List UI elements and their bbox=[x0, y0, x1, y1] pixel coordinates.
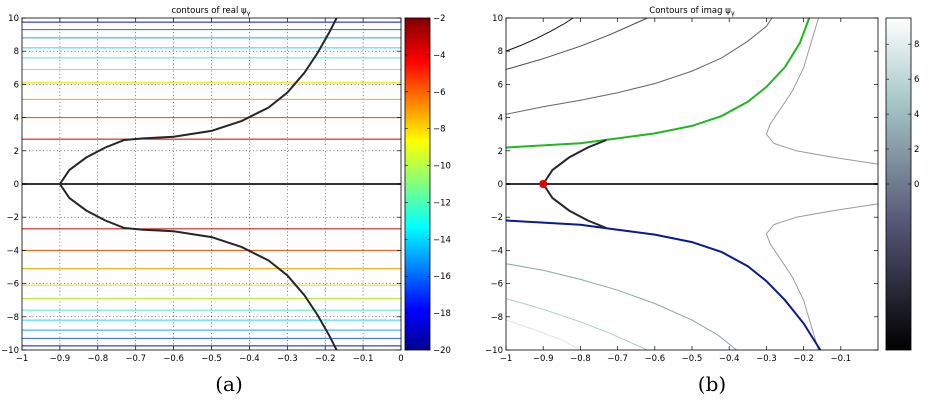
b-ytick-label: −10 bbox=[485, 346, 503, 356]
a-ytick-label: −8 bbox=[6, 313, 19, 323]
b-contour-line bbox=[506, 18, 773, 115]
b-contour-line bbox=[765, 203, 878, 350]
a-ytick-label: 6 bbox=[14, 80, 19, 90]
b-xtick-label: −0.7 bbox=[607, 354, 628, 364]
a-cbar-label: −8 bbox=[433, 125, 446, 135]
a-path-upper bbox=[59, 18, 338, 185]
b-ytick-label: 6 bbox=[498, 80, 503, 90]
b-ytick-label: −8 bbox=[490, 313, 503, 323]
panel-a-title: contours of real ψγ bbox=[172, 6, 251, 17]
b-xtick-label: −0.8 bbox=[570, 354, 591, 364]
a-xtick-label: −0.8 bbox=[87, 354, 108, 364]
b-xtick-label: −0.5 bbox=[682, 354, 703, 364]
a-ytick-label: 10 bbox=[8, 14, 19, 24]
b-ytick-label: 8 bbox=[498, 47, 503, 57]
panel-b-title: Contours of imag ψγ bbox=[649, 6, 735, 17]
panel-a-contours bbox=[22, 18, 401, 350]
a-cbar-label: −16 bbox=[433, 272, 451, 282]
b-path-upper bbox=[542, 139, 607, 185]
b-contour-line bbox=[506, 263, 737, 350]
a-xtick-label: −0.9 bbox=[50, 354, 71, 364]
a-cbar-label: −2 bbox=[433, 14, 446, 24]
a-ytick-label: 2 bbox=[14, 147, 19, 157]
a-cbar-label: −12 bbox=[433, 198, 451, 208]
b-contour-line bbox=[506, 18, 574, 52]
a-cbar-label: −6 bbox=[433, 88, 446, 98]
b-path-lower bbox=[542, 183, 607, 229]
a-ytick-label: −2 bbox=[6, 213, 19, 223]
b-contour-line bbox=[506, 319, 581, 350]
a-cbar-label: −14 bbox=[433, 235, 451, 245]
b-ytick-label: −4 bbox=[490, 246, 503, 256]
panel-b-colorbar bbox=[885, 17, 912, 351]
a-xtick-label: −0.5 bbox=[201, 354, 222, 364]
a-cbar-label: −10 bbox=[433, 162, 451, 172]
b-ytick-label: 2 bbox=[498, 147, 503, 157]
b-contour-line bbox=[765, 18, 878, 165]
b-ytick-label: 10 bbox=[492, 14, 503, 24]
a-path-lower bbox=[59, 183, 338, 350]
b-saddle-point bbox=[539, 180, 548, 188]
b-cbar-label: 0 bbox=[914, 180, 919, 190]
a-xtick-label: −1 bbox=[16, 354, 29, 364]
a-cbar-label: −18 bbox=[433, 309, 451, 319]
panel-b: Contours of imag ψγ −1 −0.9 −0.8 −0.7 −0.6 −0… bbox=[485, 6, 919, 396]
b-xtick-label: −0.3 bbox=[756, 354, 777, 364]
b-xtick-label: −0.9 bbox=[533, 354, 554, 364]
panel-b-colorbar-ticks: 8 6 4 2 0 bbox=[886, 40, 919, 190]
panel-a-colorbar bbox=[404, 17, 431, 351]
b-ytick-label: −6 bbox=[490, 280, 503, 290]
panel-a-ticks: −1 −0.9 −0.8 −0.7 −0.6 −0.5 −0.4 −0.3 −0.2 −0.1 0 −… bbox=[1, 14, 404, 364]
a-xtick-label: −0.3 bbox=[277, 354, 298, 364]
b-cbar-label: 4 bbox=[914, 110, 919, 120]
a-ytick-label: 0 bbox=[14, 180, 19, 190]
b-ytick-label: 4 bbox=[498, 114, 503, 124]
b-xtick-label: −1 bbox=[500, 354, 513, 364]
b-xtick-label: −0.1 bbox=[830, 354, 851, 364]
a-xtick-label: −0.7 bbox=[125, 354, 146, 364]
panel-b-contours bbox=[506, 18, 878, 350]
panel-b-caption: (b) bbox=[698, 372, 726, 396]
a-xtick-label: −0.6 bbox=[163, 354, 184, 364]
b-cbar-label: 2 bbox=[914, 145, 919, 155]
b-ytick-label: 0 bbox=[498, 180, 503, 190]
b-contour-line bbox=[506, 298, 648, 350]
a-xtick-label: −0.4 bbox=[239, 354, 260, 364]
panel-a-colorbar-ticks: −20 −18 −16 −14 −12 −10 −8 −6 −4 −2 bbox=[405, 14, 451, 356]
a-cbar-label: −20 bbox=[433, 346, 451, 356]
a-xtick-label: −0.2 bbox=[315, 354, 336, 364]
a-ytick-label: 4 bbox=[14, 114, 19, 124]
b-contour-line bbox=[506, 18, 648, 70]
panel-b-ticks: −1 −0.9 −0.8 −0.7 −0.6 −0.5 −0.4 −0.3 −0.2 −0.1 −1… bbox=[485, 14, 878, 364]
a-ytick-label: −6 bbox=[6, 280, 19, 290]
a-ytick-label: −10 bbox=[1, 346, 19, 356]
a-cbar-label: −4 bbox=[433, 51, 446, 61]
b-xtick-label: −0.6 bbox=[644, 354, 665, 364]
b-cbar-label: 8 bbox=[914, 40, 919, 50]
b-xtick-label: −0.4 bbox=[719, 354, 740, 364]
a-xtick-label: −0.1 bbox=[353, 354, 374, 364]
panel-a-caption: (a) bbox=[215, 372, 243, 396]
a-xtick-label: 0 bbox=[398, 354, 403, 364]
b-ytick-label: −2 bbox=[490, 213, 503, 223]
a-ytick-label: −4 bbox=[6, 246, 19, 256]
panel-a: contours of real ψγ −1 −0.9 −0.8 −0.7 −0.6 −0… bbox=[1, 6, 451, 396]
a-ytick-label: 8 bbox=[14, 47, 19, 57]
b-xtick-label: −0.2 bbox=[793, 354, 814, 364]
b-cbar-label: 6 bbox=[914, 75, 919, 85]
